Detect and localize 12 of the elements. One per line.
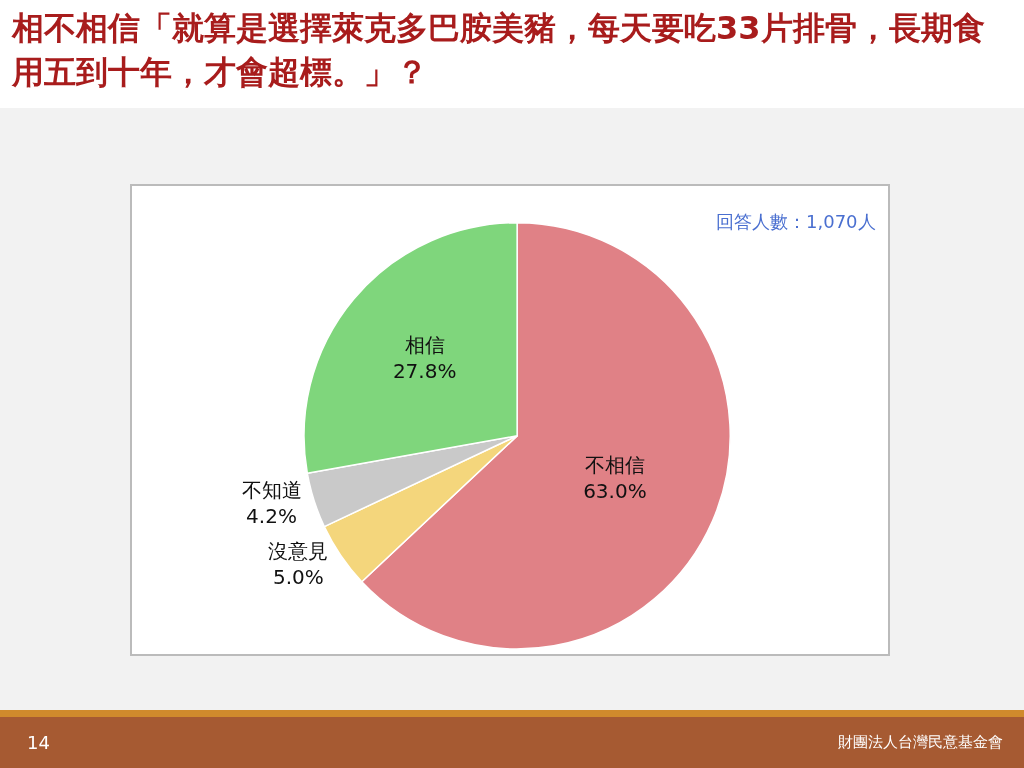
data-label: 27.8% — [392, 359, 457, 384]
text: 回答人數：1,070人 — [716, 211, 876, 232]
data-label: 63.0% — [583, 479, 647, 504]
text: 14 — [27, 732, 50, 753]
slice-label: 不相信 — [584, 453, 645, 478]
data-label: 5.0% — [272, 564, 324, 589]
slice-label: 相信 — [404, 333, 445, 358]
slice-label: 不知道 — [241, 477, 302, 502]
chart-title: 相不相信「就算是選擇萊克多巴胺美豬，每天要吃33片排骨，長期食用五到十年，才會超標。」？ — [12, 8, 986, 93]
data-label: 4.2% — [246, 503, 297, 528]
slice-label: 沒意見 — [268, 538, 329, 563]
text: 財團法人台灣民意基金會 — [838, 733, 1003, 751]
